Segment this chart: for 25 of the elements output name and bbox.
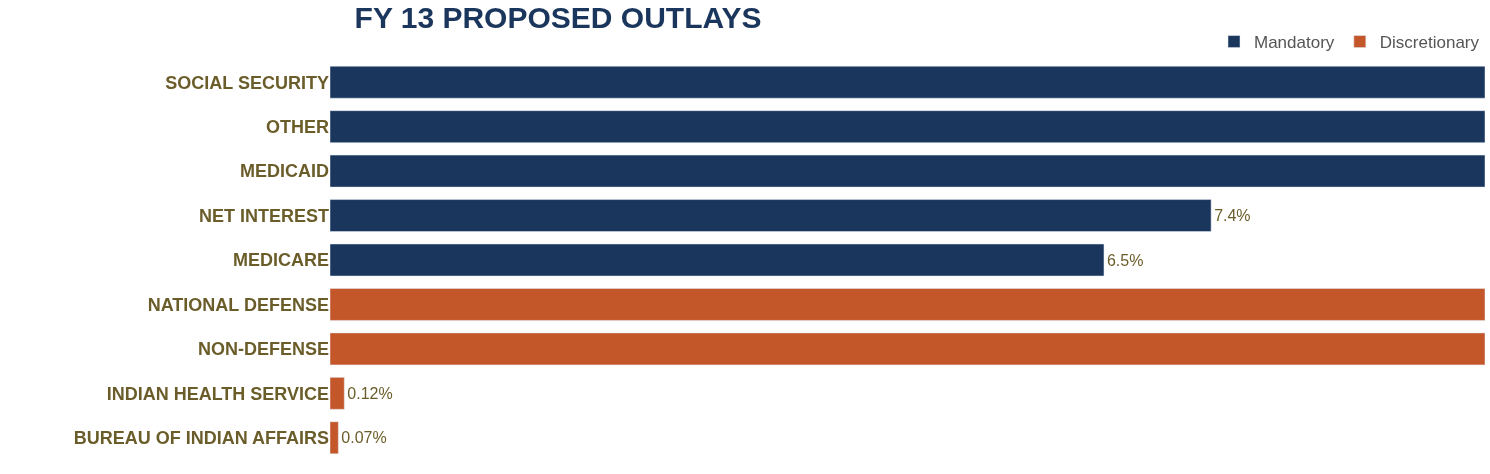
y-tick-label: BUREAU OF INDIAN AFFAIRS — [73, 428, 329, 449]
legend-label: Mandatory — [1254, 33, 1335, 53]
y-tick-label: SOCIAL SECURITY — [165, 72, 329, 93]
data-label: 0.07% — [341, 429, 387, 447]
y-tick-label: NATIONAL DEFENSE — [147, 294, 329, 315]
y-tick-label: NET INTEREST — [198, 205, 329, 226]
bar — [330, 332, 1485, 366]
data-label: 6.5% — [1106, 251, 1144, 269]
bar — [330, 421, 339, 455]
bar — [330, 377, 345, 410]
y-tick-label: MEDICARE — [232, 250, 329, 271]
bar — [330, 288, 1485, 321]
y-tick-label: INDIAN HEALTH SERVICE — [106, 383, 329, 404]
bar — [330, 154, 1485, 188]
legend-label: Discretionary — [1379, 33, 1480, 53]
y-tick-label: NON-DEFENSE — [197, 339, 329, 360]
y-tick-label: OTHER — [266, 116, 329, 137]
bar — [330, 243, 1105, 277]
data-label: 0.12% — [347, 384, 393, 402]
data-label: 7.4% — [1214, 207, 1251, 225]
y-tick-label: MEDICAID — [240, 161, 329, 182]
bar — [330, 110, 1485, 143]
chart-title: FY 13 PROPOSED OUTLAYS — [354, 1, 762, 35]
bar — [330, 65, 1485, 99]
bar — [330, 199, 1212, 232]
